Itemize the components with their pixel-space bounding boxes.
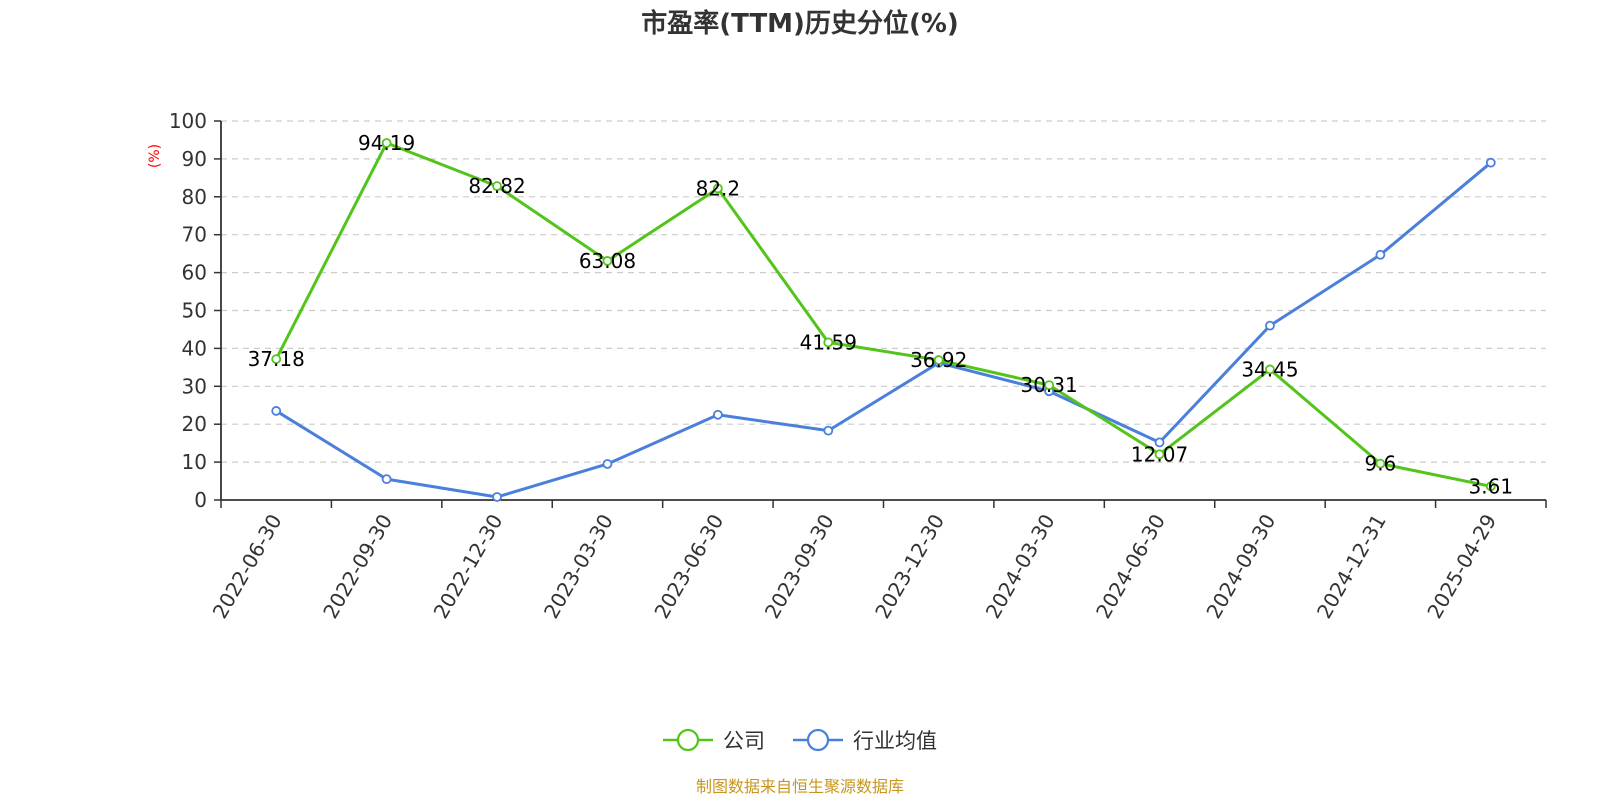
data-label: 37.18 [248, 347, 305, 371]
data-label: 30.31 [1020, 373, 1077, 397]
data-point [1485, 157, 1496, 168]
data-point [933, 355, 944, 365]
legend-item-公司[interactable]: 公司 [663, 728, 765, 753]
series-line-行业均值 [275, 161, 1492, 499]
source-note: 制图数据来自恒生聚源数据库 [696, 777, 904, 796]
grid-lines [221, 120, 1546, 463]
x-tick-label: 2023-03-30 [539, 510, 618, 623]
data-label: 41.59 [800, 330, 857, 354]
data-point [712, 409, 723, 420]
x-tick-label: 2025-04-29 [1422, 510, 1501, 623]
data-label: 9.6 [1364, 452, 1396, 476]
x-tick-label: 2024-12-31 [1312, 510, 1391, 623]
data-label: 36.92 [910, 348, 967, 372]
data-point [602, 459, 613, 469]
series-line-公司 [274, 141, 1492, 488]
data-point [1375, 458, 1386, 469]
data-point [1154, 437, 1165, 448]
data-point [1265, 320, 1275, 331]
x-tick-label: 2022-06-30 [208, 510, 287, 623]
data-label: 94.19 [358, 131, 415, 155]
axes: 0 10 20 30 40 50 60 70 80 90 100 2022-06-30 2022-09-… [169, 109, 1547, 623]
data-label: 12.07 [1131, 442, 1188, 466]
y-axis-unit-label: (%) [147, 144, 163, 168]
y-tick-label: 60 [182, 261, 207, 285]
y-tick-label: 80 [182, 185, 207, 209]
data-point [1485, 481, 1496, 492]
data-point [1375, 249, 1386, 260]
data-point [712, 183, 723, 194]
y-tick-label: 70 [182, 223, 207, 247]
legend[interactable]: 公司 行业均值 [663, 728, 937, 753]
data-point [602, 256, 613, 266]
data-point [1265, 364, 1275, 375]
data-point [492, 181, 502, 192]
y-tick-label: 40 [182, 336, 207, 360]
y-tick-label: 50 [182, 299, 207, 323]
y-tick-label: 30 [182, 374, 207, 398]
data-point [492, 492, 502, 502]
data-point [1044, 380, 1055, 391]
y-tick-label: 90 [182, 147, 207, 171]
data-label: 34.45 [1241, 357, 1298, 381]
y-tick-label: 100 [169, 109, 207, 133]
x-tick-label: 2024-03-30 [981, 510, 1060, 623]
x-tick-label: 2024-09-30 [1201, 510, 1280, 623]
data-labels: 37.18 94.19 82.82 63.08 82.2 41.59 36.92 30.31 1… [248, 131, 1513, 498]
y-tick-label: 20 [182, 412, 207, 436]
data-point [381, 474, 392, 485]
data-point [271, 354, 282, 364]
series-lines [271, 138, 1496, 502]
x-tick-label: 2022-09-30 [318, 510, 397, 623]
chart-title: 市盈率(TTM)历史分位(%) [641, 8, 959, 39]
y-tick-label: 0 [194, 488, 207, 512]
legend-item-行业均值[interactable]: 行业均值 [793, 728, 937, 753]
legend-label: 公司 [723, 729, 765, 753]
legend-label: 行业均值 [853, 729, 937, 753]
data-label: 82.82 [468, 174, 525, 198]
data-point [1154, 449, 1165, 460]
x-tick-label: 2023-09-30 [760, 510, 839, 623]
x-tick-label: 2023-12-30 [870, 510, 949, 623]
x-tick-label: 2024-06-30 [1091, 510, 1170, 623]
y-tick-label: 10 [182, 450, 207, 474]
data-label: 63.08 [579, 249, 636, 273]
x-tick-label: 2022-12-30 [429, 510, 508, 623]
data-point [823, 337, 834, 348]
data-point [823, 425, 834, 436]
data-point [271, 406, 282, 416]
data-label: 82.2 [696, 176, 741, 200]
data-label: 3.61 [1469, 474, 1514, 498]
data-point [381, 138, 392, 148]
legend-marker [676, 728, 700, 752]
x-tick-label: 2023-06-30 [649, 510, 728, 623]
legend-marker [806, 728, 830, 752]
